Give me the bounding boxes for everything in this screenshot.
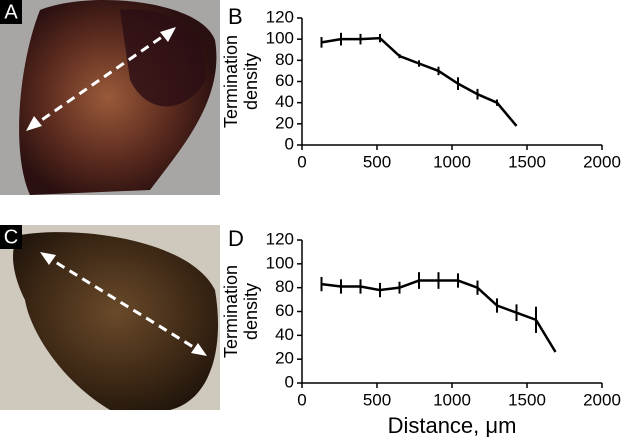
y-tick-label: 60 — [275, 301, 294, 320]
y-tick-label: 20 — [275, 113, 294, 132]
y-tick-label: 20 — [275, 349, 294, 368]
y-tick-label: 0 — [285, 372, 294, 391]
x-tick-label: 500 — [363, 390, 391, 409]
micrograph-a: A — [0, 0, 220, 195]
data-line — [321, 36, 518, 127]
y-tick-label: 80 — [275, 50, 294, 69]
x-tick-label: 2000 — [583, 390, 621, 409]
y-tick-label: 120 — [266, 229, 294, 248]
y-tick-label: 120 — [266, 7, 294, 26]
data-line — [321, 279, 557, 353]
y-axis-label: Termination — [221, 35, 241, 128]
x-tick-label: 0 — [297, 390, 306, 409]
y-axis-label: density — [241, 53, 261, 110]
x-axis-label: Distance, μm — [388, 413, 517, 438]
panel-label: A — [4, 1, 18, 23]
x-tick-label: 500 — [363, 152, 391, 171]
y-tick-label: 100 — [266, 29, 294, 48]
y-tick-label: 0 — [285, 134, 294, 153]
y-tick-label: 100 — [266, 253, 294, 272]
micrograph-c: C — [0, 225, 220, 410]
y-tick-label: 60 — [275, 71, 294, 90]
x-tick-label: 1500 — [508, 152, 546, 171]
panel-label: D — [228, 226, 244, 251]
y-axis-label: density — [241, 283, 261, 340]
y-tick-label: 40 — [275, 325, 294, 344]
x-tick-label: 0 — [297, 152, 306, 171]
x-tick-label: 1000 — [433, 390, 471, 409]
panel-label: C — [4, 226, 18, 248]
y-tick-label: 40 — [275, 92, 294, 111]
x-tick-label: 1500 — [508, 390, 546, 409]
x-tick-label: 2000 — [583, 152, 621, 171]
panel-label: B — [228, 4, 243, 29]
y-tick-label: 80 — [275, 277, 294, 296]
x-tick-label: 1000 — [433, 152, 471, 171]
y-axis-label: Termination — [221, 265, 241, 358]
